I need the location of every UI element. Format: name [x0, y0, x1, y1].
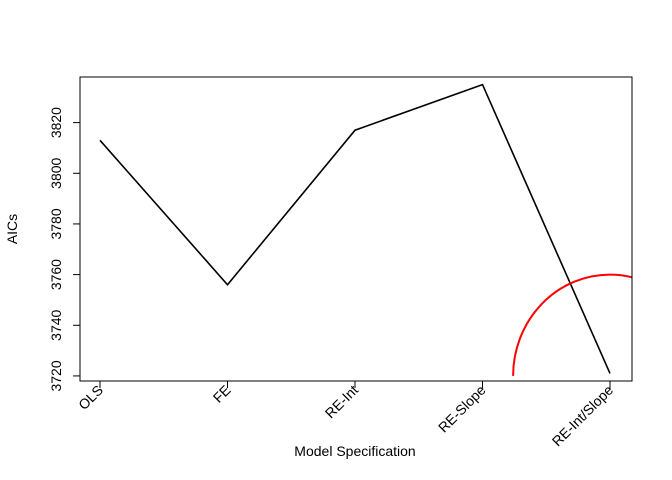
y-tick-label: 3740	[48, 309, 64, 340]
y-tick-label: 3760	[48, 259, 64, 290]
y-tick-label: 3720	[48, 360, 64, 391]
y-axis-title: AICs	[4, 214, 20, 244]
overlay-layer	[512, 273, 632, 376]
x-axis: OLS FE RE-Int RE-Slope RE-Int/Slope	[75, 380, 617, 450]
x-tick-label: RE-Int	[322, 382, 361, 421]
red-arc-overlay	[512, 273, 632, 376]
y-tick-label: 3800	[48, 157, 64, 188]
x-tick-label: RE-Slope	[435, 382, 489, 436]
y-tick-label: 3780	[48, 208, 64, 239]
x-tick-label: OLS	[75, 382, 106, 413]
x-tick-label: RE-Int/Slope	[549, 382, 617, 450]
x-axis-title: Model Specification	[294, 443, 415, 459]
y-axis: 3720 3740 3760 3780 3800 3820	[48, 107, 81, 392]
series-line	[99, 83, 611, 374]
y-tick-label: 3820	[48, 107, 64, 138]
plot-frame	[79, 76, 633, 382]
x-tick-label: FE	[210, 382, 234, 406]
series-layer	[99, 83, 611, 374]
